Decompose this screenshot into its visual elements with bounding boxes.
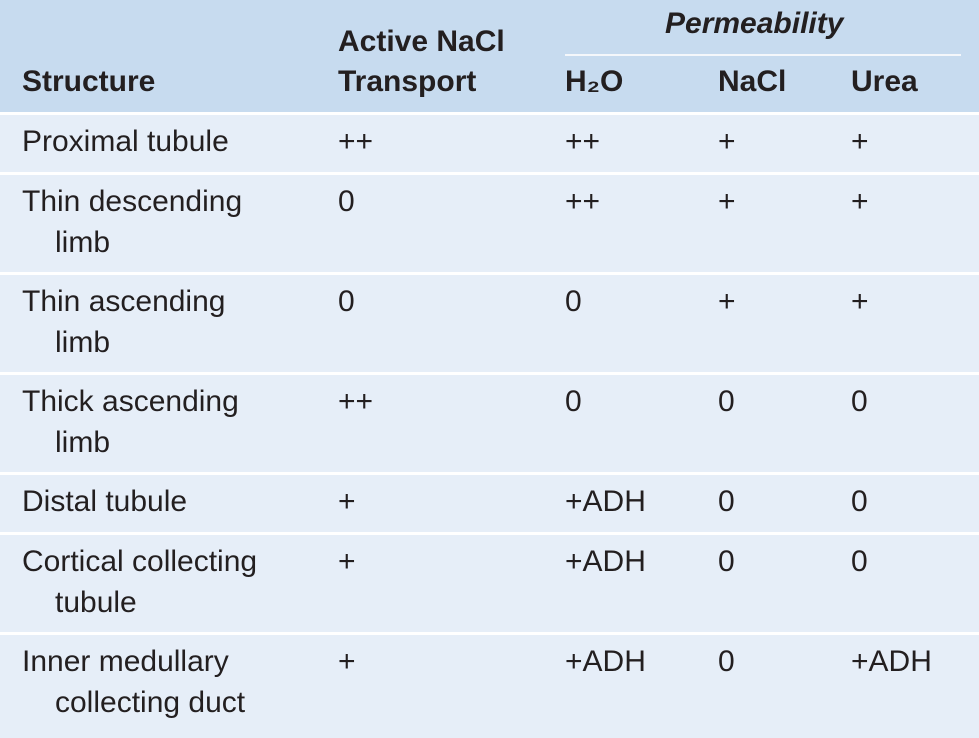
- value-cell: ++: [338, 125, 374, 158]
- structure-cell: collecting duct: [55, 686, 246, 719]
- structure-cell: Cortical collecting: [22, 545, 258, 578]
- structure-cell: limb: [55, 326, 111, 359]
- header-structure: Structure: [22, 65, 156, 98]
- value-cell: 0: [338, 285, 355, 318]
- value-cell: +: [851, 125, 869, 158]
- row-separator: [0, 112, 979, 172]
- header-band: [0, 0, 979, 112]
- structure-cell: Thick ascending: [22, 385, 239, 418]
- row-separator: [0, 472, 979, 532]
- value-cell: +: [718, 285, 736, 318]
- structure-cell: Inner medullary: [22, 645, 229, 678]
- structure-cell: limb: [55, 226, 111, 259]
- value-cell: ++: [565, 185, 601, 218]
- structure-cell: tubule: [55, 586, 137, 619]
- structure-cell: Proximal tubule: [22, 125, 229, 158]
- value-cell: +ADH: [851, 645, 932, 678]
- value-cell: +: [851, 185, 869, 218]
- header-column: H₂O: [565, 65, 624, 98]
- value-cell: +ADH: [565, 545, 646, 578]
- header-active: Transport: [338, 65, 477, 98]
- value-cell: 0: [565, 285, 582, 318]
- value-cell: 0: [851, 485, 868, 518]
- value-cell: 0: [851, 545, 868, 578]
- header-rule: [565, 54, 961, 56]
- header-permeability: Permeability: [665, 7, 844, 40]
- value-cell: +: [851, 285, 869, 318]
- value-cell: +: [718, 185, 736, 218]
- row-separator: [0, 372, 979, 472]
- value-cell: 0: [718, 485, 735, 518]
- header-column: Urea: [851, 65, 918, 98]
- structure-cell: Thin ascending: [22, 285, 226, 318]
- value-cell: 0: [851, 385, 868, 418]
- value-cell: +: [338, 645, 356, 678]
- value-cell: +ADH: [565, 485, 646, 518]
- value-cell: ++: [338, 385, 374, 418]
- value-cell: 0: [565, 385, 582, 418]
- value-cell: 0: [718, 545, 735, 578]
- value-cell: 0: [718, 645, 735, 678]
- value-cell: +: [338, 545, 356, 578]
- structure-cell: limb: [55, 426, 111, 459]
- value-cell: +: [338, 485, 356, 518]
- row-separator: [0, 172, 979, 272]
- value-cell: +: [718, 125, 736, 158]
- value-cell: ++: [565, 125, 601, 158]
- header-column: NaCl: [718, 65, 787, 98]
- structure-cell: Distal tubule: [22, 485, 188, 518]
- value-cell: 0: [718, 385, 735, 418]
- header-active: Active NaCl: [338, 25, 505, 58]
- value-cell: 0: [338, 185, 355, 218]
- row-separator: [0, 532, 979, 632]
- value-cell: +ADH: [565, 645, 646, 678]
- row-separator: [0, 272, 979, 372]
- row-separator: [0, 632, 979, 738]
- structure-cell: Thin descending: [22, 185, 243, 218]
